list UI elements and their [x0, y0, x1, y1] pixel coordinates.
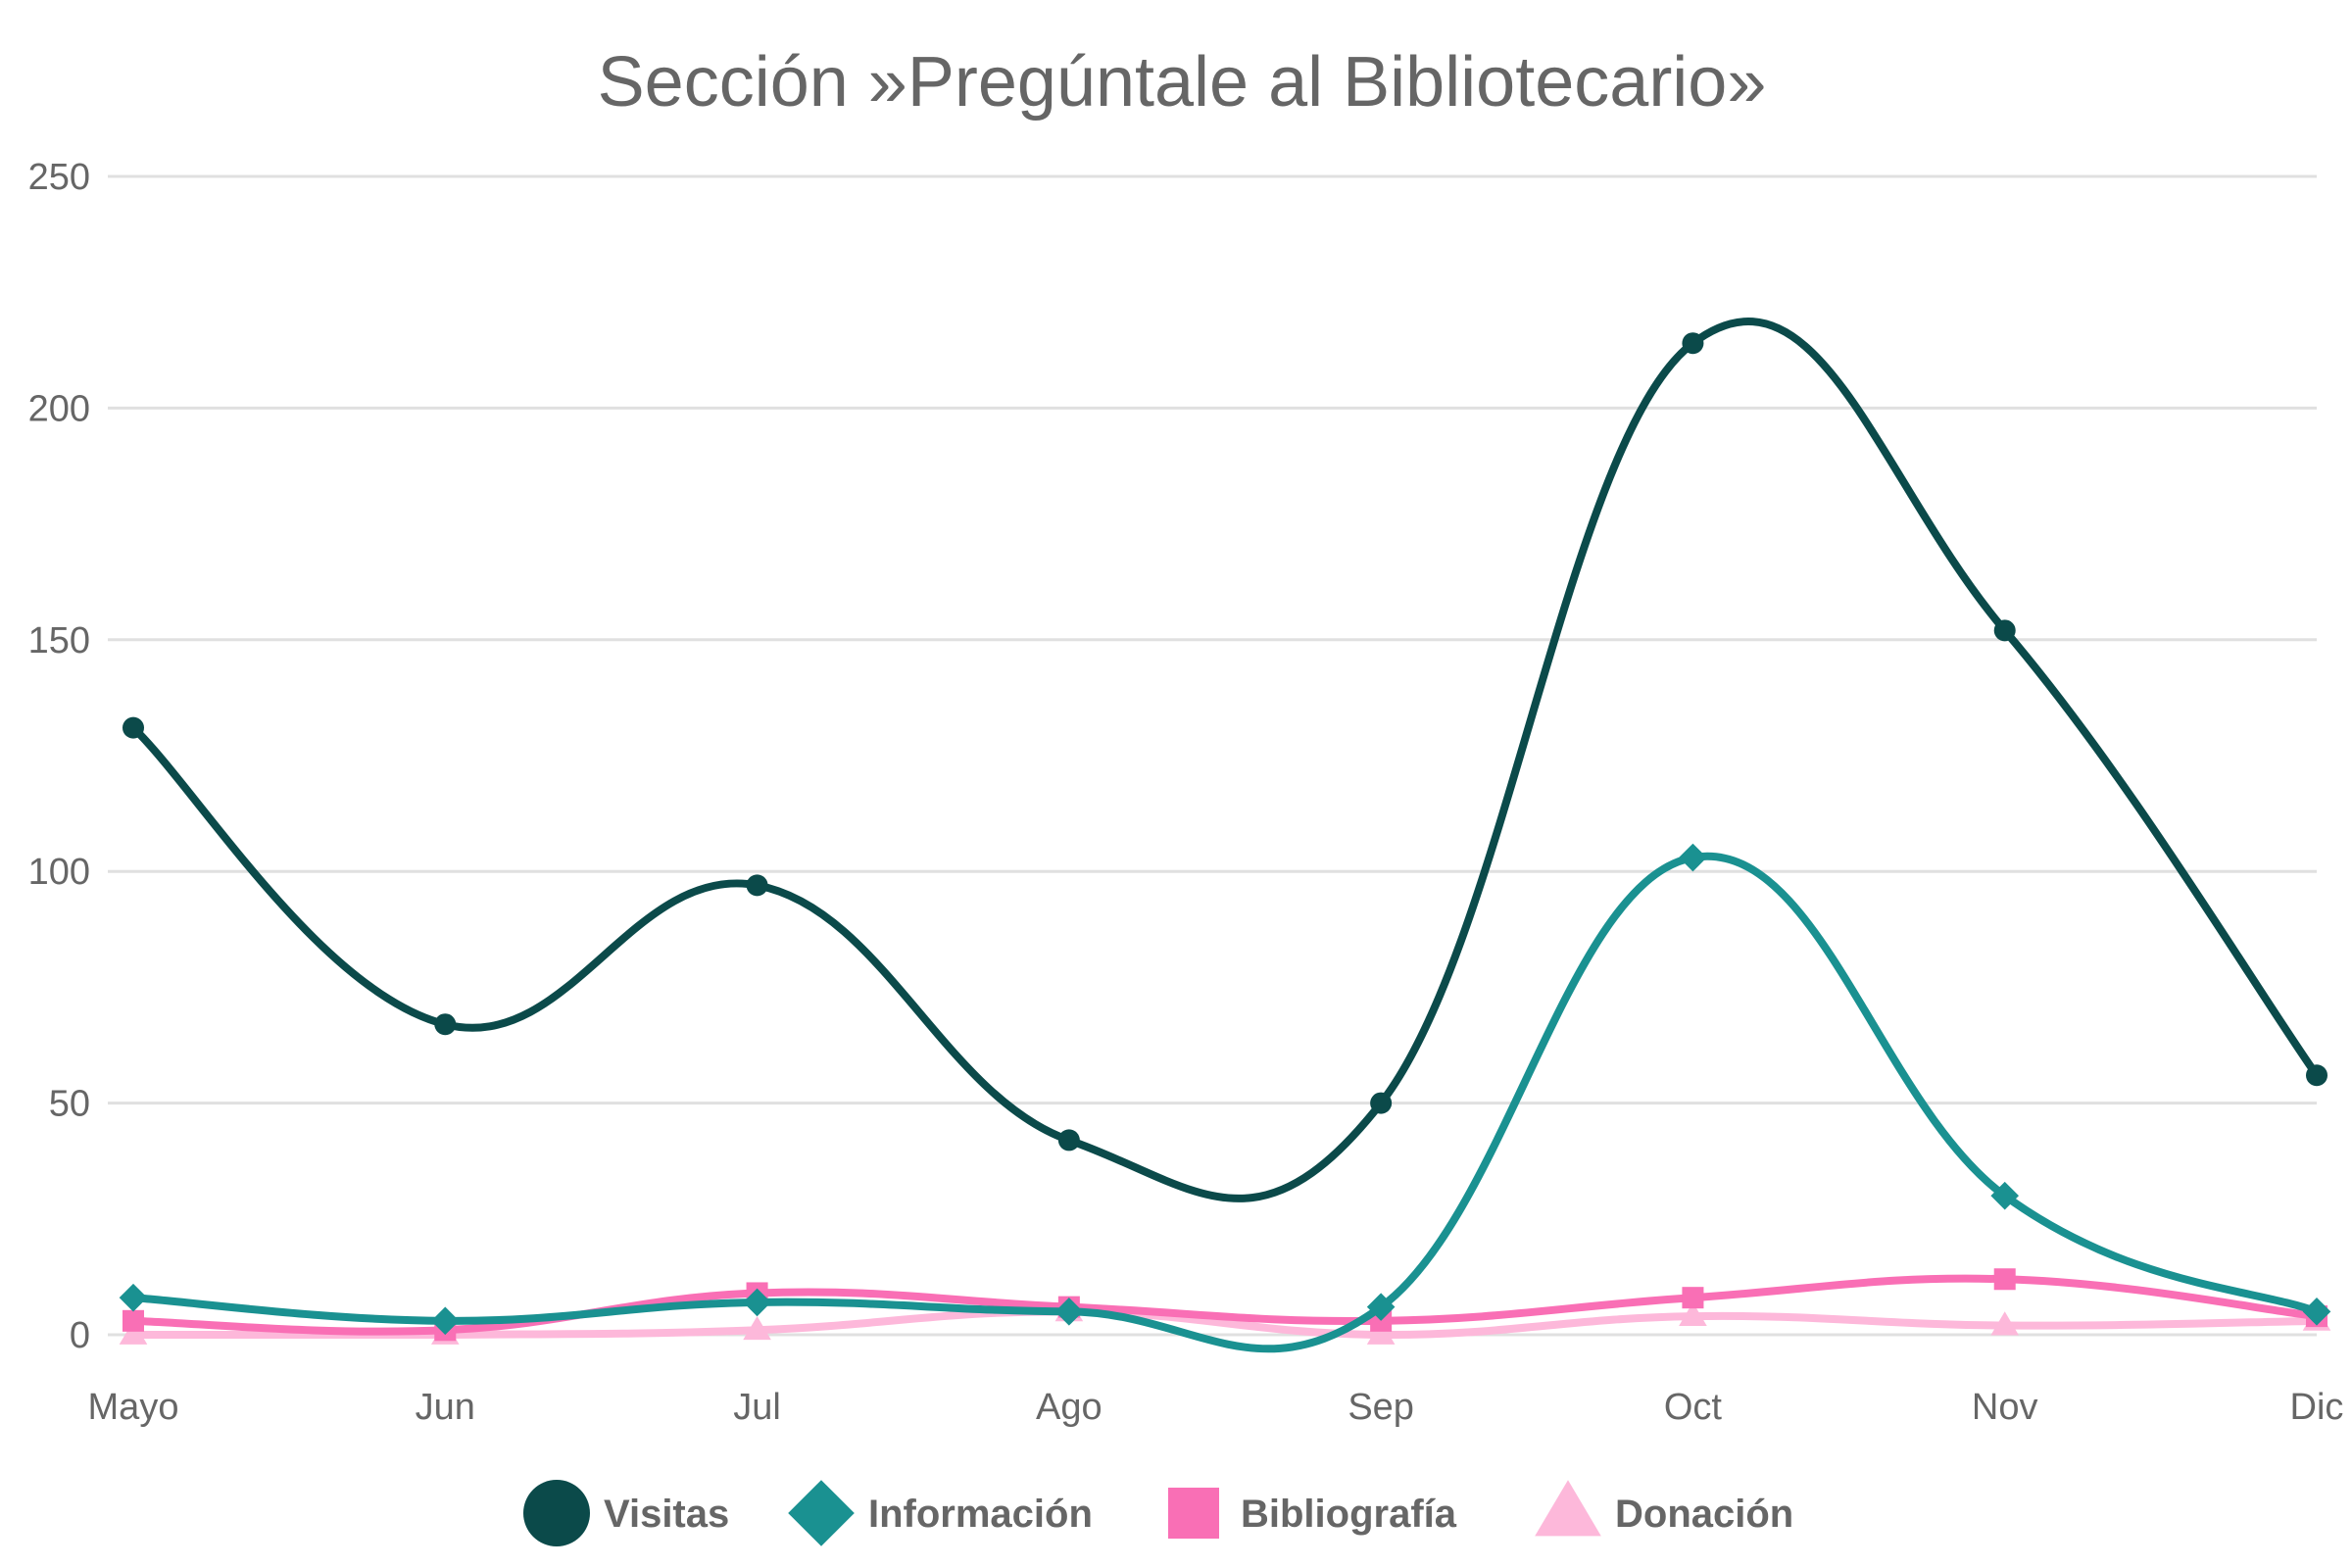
- x-axis-ticks: Mayo Jun Jul Ago Sep Oct Nov Dic: [88, 1387, 2344, 1428]
- data-point: [1679, 843, 1707, 872]
- data-point: [1366, 1320, 1396, 1345]
- legend-marker: [1168, 1488, 1219, 1539]
- x-tick-label: Jul: [733, 1387, 781, 1428]
- y-tick-label: 50: [49, 1084, 90, 1125]
- data-point: [1057, 1129, 1080, 1152]
- x-tick-label: Oct: [1664, 1387, 1723, 1428]
- data-point: [434, 1013, 457, 1036]
- data-point: [122, 716, 144, 739]
- series-group: [119, 318, 2331, 1353]
- x-tick-label: Jun: [416, 1387, 475, 1428]
- series-Información: [119, 843, 2331, 1353]
- y-tick-label: 250: [28, 157, 90, 198]
- y-tick-label: 200: [28, 388, 90, 429]
- data-point: [1993, 619, 2016, 642]
- gridlines: [108, 174, 2317, 1337]
- data-point: [430, 1306, 460, 1336]
- x-tick-label: Ago: [1036, 1387, 1102, 1428]
- chart-title: Sección »Pregúntale al Bibliotecario»: [598, 43, 1767, 122]
- series-line: [129, 852, 2321, 1353]
- legend-label: Visitas: [604, 1493, 729, 1536]
- series-line: [129, 1307, 2321, 1340]
- y-tick-label: 150: [28, 620, 90, 662]
- series-Visitas: [122, 318, 2328, 1202]
- data-point: [746, 874, 768, 897]
- legend-item[interactable]: Información: [788, 1480, 1093, 1546]
- legend-item[interactable]: Donación: [1535, 1480, 1793, 1537]
- x-tick-label: Dic: [2290, 1387, 2344, 1428]
- x-tick-label: Nov: [1972, 1387, 2038, 1428]
- data-point: [743, 1288, 771, 1317]
- data-point: [2302, 1298, 2331, 1326]
- legend-marker: [523, 1480, 590, 1546]
- legend-marker: [1535, 1480, 1601, 1537]
- legend-label: Información: [868, 1493, 1093, 1536]
- legend[interactable]: Visitas Información Bibliografía Donación: [523, 1480, 1793, 1546]
- y-tick-label: 100: [28, 852, 90, 893]
- data-point: [1990, 1181, 2020, 1210]
- data-point: [1682, 332, 1704, 355]
- data-point: [1993, 1268, 2016, 1291]
- series-line: [129, 1274, 2321, 1336]
- legend-marker: [788, 1480, 855, 1546]
- data-point: [1366, 1293, 1396, 1321]
- x-tick-label: Mayo: [88, 1387, 179, 1428]
- data-point: [119, 1283, 148, 1312]
- data-point: [1679, 1301, 1707, 1326]
- legend-label: Bibliografía: [1241, 1493, 1457, 1536]
- data-point: [119, 1320, 148, 1345]
- series-line: [129, 318, 2321, 1202]
- data-point: [743, 1315, 771, 1341]
- y-axis-ticks: 0 50 100 150 200 250: [28, 157, 90, 1356]
- y-tick-label: 0: [70, 1315, 90, 1356]
- x-tick-label: Sep: [1348, 1387, 1414, 1428]
- data-point: [1370, 1092, 1393, 1114]
- data-point: [122, 1309, 144, 1332]
- legend-item[interactable]: Visitas: [523, 1480, 729, 1546]
- legend-label: Donación: [1615, 1493, 1793, 1536]
- data-point: [1054, 1298, 1084, 1326]
- data-point: [1990, 1311, 2020, 1336]
- data-point: [2306, 1064, 2328, 1087]
- legend-item[interactable]: Bibliografía: [1168, 1488, 1457, 1539]
- data-point: [1682, 1287, 1704, 1309]
